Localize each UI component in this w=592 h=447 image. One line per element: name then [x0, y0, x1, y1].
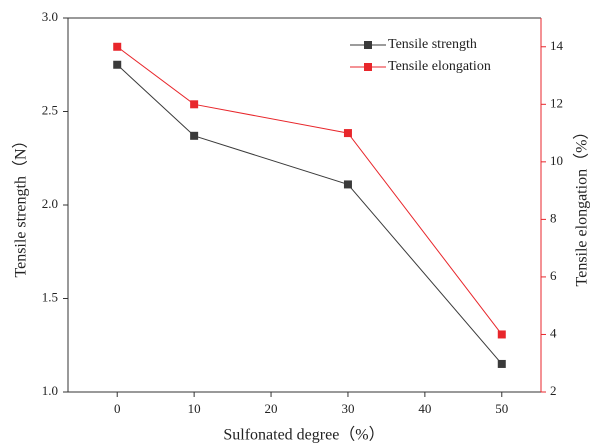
y2-tick-label: 2 — [550, 383, 557, 398]
y-tick-label: 1.5 — [42, 289, 58, 304]
legend-marker — [364, 63, 372, 71]
y2-axis-label: Tensile elongation（%） — [573, 124, 591, 287]
y2-tick-label: 6 — [550, 268, 557, 283]
legend-label: Tensile elongation — [388, 59, 491, 74]
x-tick-label: 30 — [341, 401, 354, 416]
x-tick-label: 20 — [265, 401, 278, 416]
data-point — [113, 42, 122, 51]
series-line — [116, 46, 503, 335]
x-tick-label: 40 — [418, 401, 431, 416]
data-point — [497, 330, 506, 339]
data-point — [497, 359, 506, 368]
y2-tick-label: 8 — [550, 210, 557, 225]
series-line — [116, 64, 503, 365]
y2-tick-label: 10 — [550, 153, 563, 168]
data-point — [190, 131, 199, 140]
y-tick-label: 2.5 — [42, 102, 58, 117]
x-tick-label: 10 — [188, 401, 201, 416]
data-point — [113, 60, 122, 69]
data-point — [343, 129, 352, 138]
y-axis-label: Tensile strength（N） — [12, 132, 30, 277]
x-tick-label: 50 — [495, 401, 508, 416]
y-tick-label: 3.0 — [42, 9, 58, 24]
x-axis-label: Sulfonated degree（%） — [223, 426, 384, 444]
legend-marker — [364, 41, 372, 49]
data-point — [343, 180, 352, 189]
y-tick-label: 2.0 — [42, 196, 58, 211]
y-tick-label: 1.0 — [42, 383, 58, 398]
y2-tick-label: 12 — [550, 95, 563, 110]
y2-tick-label: 4 — [550, 325, 557, 340]
x-tick-label: 0 — [114, 401, 121, 416]
legend-label: Tensile strength — [388, 37, 477, 52]
y2-tick-label: 14 — [550, 38, 564, 53]
data-point — [190, 100, 199, 109]
